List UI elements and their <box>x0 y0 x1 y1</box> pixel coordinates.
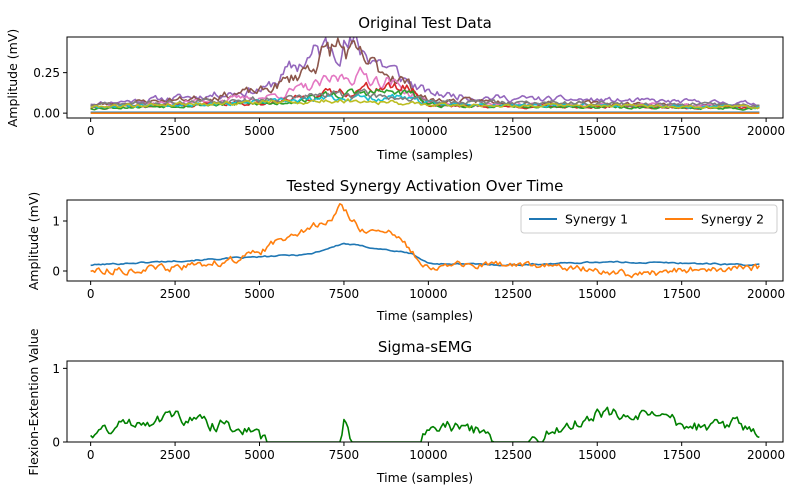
chart-1-frame <box>66 36 784 119</box>
chart-2-xtick-label: 20000 <box>747 287 785 301</box>
chart-2-frame <box>66 199 784 282</box>
chart-2-xtick-label: 10000 <box>409 287 447 301</box>
chart-2-title: Tested Synergy Activation Over Time <box>286 177 564 195</box>
chart-1-series <box>90 37 760 114</box>
chart-3-series <box>90 406 760 442</box>
chart-3-ylabel: Flexion-Extention Value <box>26 328 41 475</box>
chart-2-series-line-2 <box>90 202 761 279</box>
chart-3-xtick-label: 20000 <box>747 448 785 462</box>
chart-panel-2: Tested Synergy Activation Over Time 0 250… <box>26 177 785 323</box>
chart-2-series-line-1 <box>90 242 760 267</box>
chart-1-ytick-label: 0.00 <box>33 107 60 121</box>
chart-2-ylabel: Amplitude (mV) <box>26 192 41 291</box>
chart-3-xtick-label: 2500 <box>160 448 191 462</box>
chart-2-xtick-label: 12500 <box>494 287 532 301</box>
chart-3-xtick-label: 15000 <box>578 448 616 462</box>
chart-1-xtick-label: 12500 <box>494 124 532 138</box>
legend-frame <box>520 204 778 234</box>
chart-3-xtick-label: 7500 <box>329 448 360 462</box>
chart-2-series <box>90 202 761 279</box>
chart-2-xtick-label: 15000 <box>578 287 616 301</box>
chart-3-xtick-label: 10000 <box>409 448 447 462</box>
chart-1-ytick-label: 0.25 <box>33 66 60 80</box>
chart-2-xlabel: Time (samples) <box>376 308 473 323</box>
chart-1-xtick-label: 10000 <box>409 124 447 138</box>
chart-3-xlabel: Time (samples) <box>376 470 473 485</box>
chart-3-series-line-1 <box>90 406 760 442</box>
legend-label-synergy-1: Synergy 1 <box>565 212 628 227</box>
chart-2-xtick-label: 17500 <box>663 287 701 301</box>
chart-1-xlabel: Time (samples) <box>376 147 473 162</box>
chart-panel-3: Sigma-sEMG 0 2500 5000 7500 10000 12500 15000 1… <box>26 328 785 485</box>
chart-3-xtick-label: 0 <box>87 448 95 462</box>
chart-1-series-line-7 <box>90 88 760 108</box>
chart-1-xtick-label: 7500 <box>329 124 360 138</box>
chart-1-xtick-label: 0 <box>87 124 95 138</box>
chart-2-ytick-label: 1 <box>52 215 60 229</box>
chart-1-xtick-label: 20000 <box>747 124 785 138</box>
chart-1-title: Original Test Data <box>358 14 492 32</box>
chart-1-ylabel: Amplitude (mV) <box>5 29 20 128</box>
chart-3-ytick-label: 1 <box>52 362 60 376</box>
chart-2-xtick-label: 5000 <box>244 287 275 301</box>
chart-3-ticks: 0 2500 5000 7500 10000 12500 15000 17500 20000 0 1 <box>52 362 785 462</box>
chart-3-xtick-label: 17500 <box>663 448 701 462</box>
chart-2-xtick-label: 0 <box>87 287 95 301</box>
chart-3-frame <box>66 360 784 443</box>
legend-label-synergy-2: Synergy 2 <box>701 212 764 227</box>
chart-2-ytick-label: 0 <box>52 265 60 279</box>
chart-1-xtick-label: 15000 <box>578 124 616 138</box>
chart-3-xtick-label: 12500 <box>494 448 532 462</box>
chart-1-ticks: 0 2500 5000 7500 10000 12500 15000 17500 20000 0.… <box>33 66 785 138</box>
chart-3-title: Sigma-sEMG <box>378 338 472 356</box>
chart-2-xtick-label: 2500 <box>160 287 191 301</box>
chart-3-ytick-label: 0 <box>52 436 60 450</box>
chart-2-ticks: 0 2500 5000 7500 10000 12500 15000 17500 20000 0 1 <box>52 215 785 302</box>
chart-1-xtick-label: 2500 <box>160 124 191 138</box>
chart-2-xtick-label: 7500 <box>329 287 360 301</box>
chart-1-series-line-1 <box>90 37 760 107</box>
chart-1-series-line-8 <box>90 98 760 110</box>
chart-1-xtick-label: 17500 <box>663 124 701 138</box>
chart-panel-1: Original Test Data 0 2500 5000 7500 10000 125… <box>5 14 785 162</box>
chart-1-xtick-label: 5000 <box>244 124 275 138</box>
chart-3-xtick-label: 5000 <box>244 448 275 462</box>
chart-2-legend: Synergy 1 Synergy 2 <box>520 204 778 234</box>
